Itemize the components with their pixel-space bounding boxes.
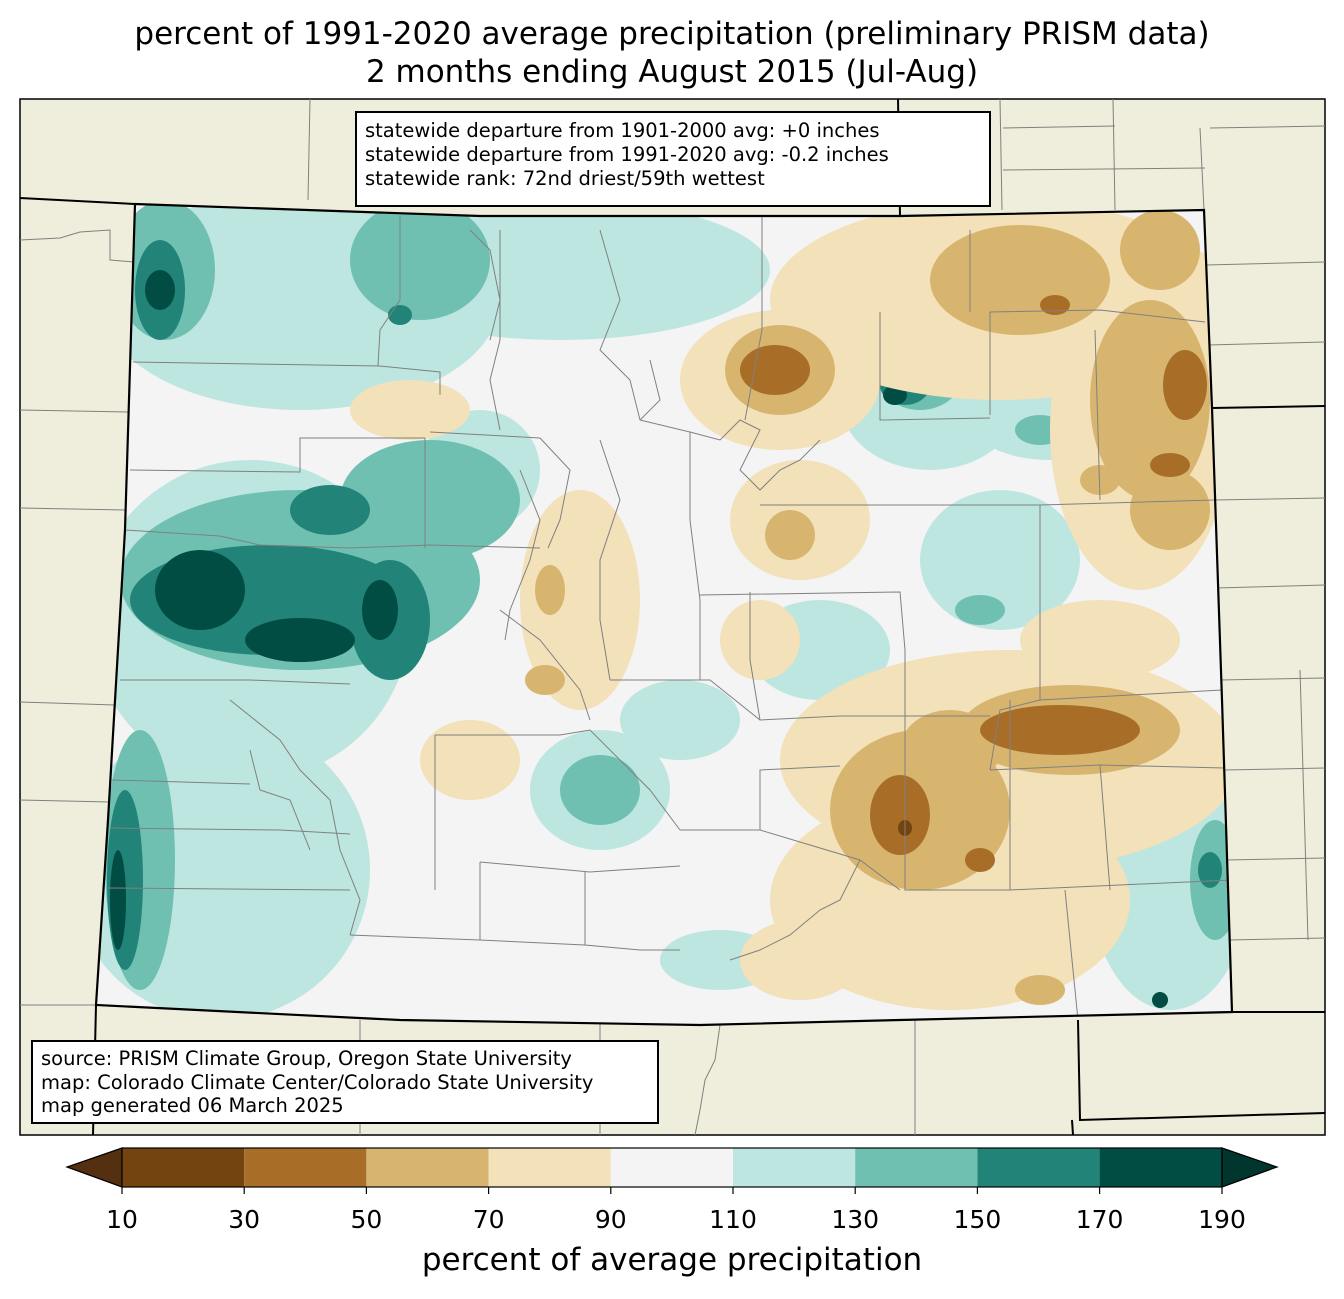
source-line: source: PRISM Climate Group, Oregon Stat… [41,1047,572,1070]
colorbar-tick-label: 150 [953,1205,1002,1234]
colorbar [65,1147,1279,1194]
precipitation-field [96,204,1232,1025]
colorbar-tick-label: 170 [1075,1205,1124,1234]
stats-statewide-rank: statewide rank: 72nd driest/59th wettest [365,167,765,190]
colorbar-under-arrow [65,1147,123,1188]
colorbar-bin [366,1148,489,1187]
neighbor-county-lines [19,98,1326,1136]
stats-departure-1901-2000: statewide departure from 1901-2000 avg: … [365,119,880,142]
colorbar-tick-label: 10 [106,1205,138,1234]
map-title-line-1: percent of 1991-2020 average precipitati… [134,16,1210,52]
colorbar-axis-label: percent of average precipitation [421,1242,923,1278]
colorbar-bin [244,1148,367,1187]
colorbar-bin [610,1148,733,1187]
colorbar-tick-label: 90 [594,1205,627,1234]
colorado-state-border [94,202,1234,1027]
colorbar-ticks [121,1187,1223,1194]
county-lines [107,216,1231,1021]
colorbar-over-arrow [1221,1147,1279,1188]
colorbar-tick-label: 190 [1198,1205,1246,1234]
colorbar-tick-label: 50 [350,1205,383,1234]
colorbar-tick-label: 110 [709,1205,757,1234]
colorbar-bin [488,1148,611,1187]
statewide-stats-box: statewide departure from 1901-2000 avg: … [355,111,991,207]
colorbar-tick-label: 30 [228,1205,261,1234]
map-title-line-2: 2 months ending August 2015 (Jul-Aug) [365,54,979,90]
colorbar-bin [122,1148,245,1187]
colorbar-bin [977,1148,1100,1187]
colorbar-bin [855,1148,978,1187]
generated-date-line: map generated 06 March 2025 [41,1094,344,1117]
colorbar-bin [733,1148,856,1187]
colorbar-tick-label: 70 [472,1205,505,1234]
map-credit-line: map: Colorado Climate Center/Colorado St… [41,1070,594,1094]
colorbar-bin [1099,1148,1222,1187]
precip-band-30-50 [740,295,1207,872]
precip-band-170-190 [110,270,1168,1008]
colorbar-tick-label: 130 [831,1205,880,1234]
stats-departure-1991-2020: statewide departure from 1991-2020 avg: … [365,143,889,166]
source-credits-box: source: PRISM Climate Group, Oregon Stat… [31,1040,659,1124]
